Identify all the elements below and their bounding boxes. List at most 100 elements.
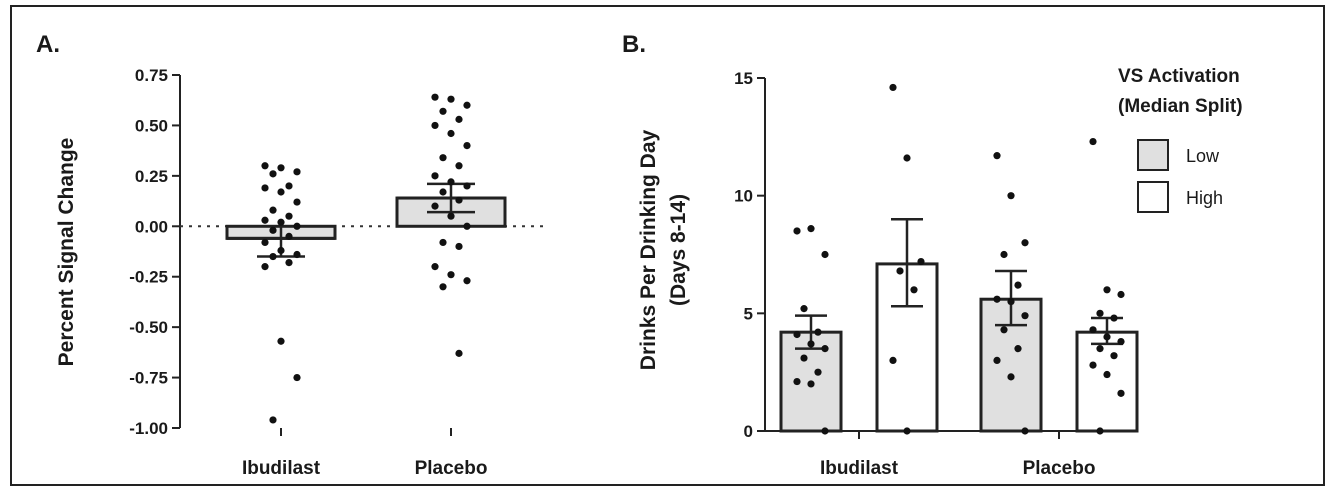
data-point (1117, 290, 1125, 299)
data-point (800, 354, 808, 362)
data-point (793, 330, 801, 339)
data-point (1089, 361, 1097, 369)
data-point (1089, 326, 1097, 334)
data-point (261, 216, 269, 224)
data-point (793, 377, 801, 386)
x-category-label: Ibudilast (820, 458, 899, 479)
data-point (889, 83, 897, 92)
data-point (261, 184, 269, 192)
data-point (439, 107, 447, 115)
data-point (821, 250, 829, 259)
data-point (1110, 314, 1118, 322)
data-point (1103, 286, 1111, 294)
data-point (1117, 389, 1125, 397)
y-tick-label: 15 (734, 69, 753, 88)
panel-a-chart: 0.75 0.50 0.25 0.00 -0.25 -0.50 -0.75 -1.00 Ibud… (129, 66, 545, 479)
data-point (1014, 281, 1022, 289)
data-point (814, 368, 822, 376)
data-point (1007, 373, 1015, 381)
data-point (910, 286, 918, 294)
data-point (439, 238, 447, 247)
data-point (261, 238, 269, 247)
data-point (455, 196, 463, 204)
data-point (293, 198, 301, 206)
data-point (439, 188, 447, 196)
data-point (993, 152, 1001, 160)
y-tick-label: -0.75 (129, 369, 168, 388)
data-point (455, 115, 463, 123)
legend-item-low: Low (1186, 146, 1220, 166)
data-point (1096, 427, 1104, 435)
panel-b-ylabel-2: (Days 8-14) (667, 194, 690, 306)
data-point (455, 349, 463, 357)
data-point (463, 101, 471, 109)
data-point (463, 277, 471, 285)
data-point (269, 226, 277, 234)
y-tick-label: 0.50 (135, 116, 168, 135)
data-point (277, 188, 285, 196)
data-point (447, 178, 455, 186)
data-point (821, 345, 829, 353)
data-point (285, 182, 293, 190)
data-point (293, 373, 301, 382)
data-point (431, 202, 439, 210)
data-point (903, 154, 911, 162)
data-point (269, 252, 277, 261)
data-point (821, 427, 829, 435)
data-point (447, 212, 455, 220)
data-point (447, 95, 455, 103)
data-point (269, 170, 277, 178)
data-point (285, 212, 293, 220)
data-point (277, 218, 285, 226)
data-point (455, 162, 463, 170)
data-point (993, 295, 1001, 303)
data-point (1110, 352, 1118, 360)
data-point (1014, 345, 1022, 353)
data-point (1096, 345, 1104, 353)
y-tick-label: -0.25 (129, 268, 168, 287)
panel-b-label: B. (622, 31, 646, 58)
data-point (1000, 250, 1008, 259)
data-point (993, 356, 1001, 364)
data-point (261, 162, 269, 170)
data-point (1007, 192, 1015, 200)
y-tick-label: -1.00 (129, 419, 168, 438)
data-point (431, 172, 439, 180)
data-point (917, 257, 925, 266)
data-point (1021, 239, 1029, 247)
y-tick-label: 10 (734, 187, 753, 206)
data-point (431, 121, 439, 130)
legend-title: VS Activation (1118, 66, 1240, 87)
data-point (1103, 333, 1111, 341)
y-tick-label: 0.25 (135, 167, 168, 186)
data-point (463, 182, 471, 190)
data-point (1096, 309, 1104, 317)
panel-b-ylabel: Drinks Per Drinking Day (637, 129, 660, 370)
data-point (439, 154, 447, 162)
y-tick-label: 5 (744, 304, 753, 323)
x-category-label: Placebo (1023, 458, 1096, 479)
data-point (1007, 297, 1015, 306)
data-point (277, 246, 285, 255)
data-point (261, 263, 269, 271)
data-point (1089, 137, 1097, 146)
y-tick-label: -0.50 (129, 318, 168, 337)
panel-a-label: A. (36, 31, 60, 58)
data-point (903, 427, 911, 435)
legend-swatch-low (1137, 139, 1169, 171)
data-point (447, 129, 455, 138)
data-point (277, 164, 285, 172)
figure-border (10, 5, 1325, 486)
x-category-label: Placebo (415, 458, 488, 479)
data-point (463, 222, 471, 230)
data-point (455, 242, 463, 251)
data-point (285, 258, 293, 267)
data-point (439, 283, 447, 291)
y-tick-label: 0 (744, 422, 753, 441)
data-point (889, 356, 897, 364)
data-point (807, 380, 815, 388)
panel-a-ylabel: Percent Signal Change (55, 138, 78, 367)
legend-subtitle: (Median Split) (1118, 96, 1243, 117)
data-point (1000, 326, 1008, 334)
